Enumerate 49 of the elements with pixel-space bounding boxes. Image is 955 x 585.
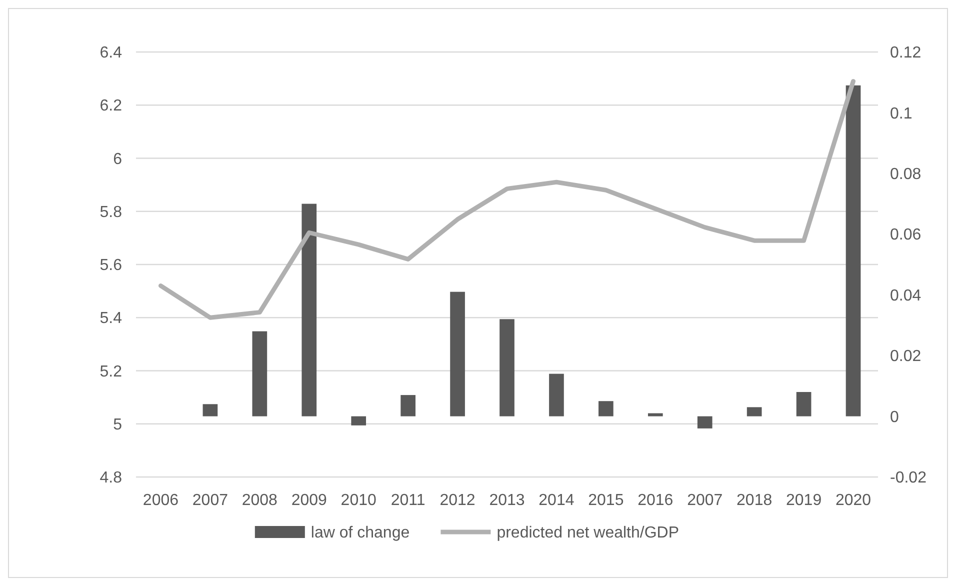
x-tick-label: 2012 [440, 492, 476, 509]
y-tick-label: 6.4 [100, 44, 122, 62]
bar [846, 85, 861, 416]
y-tick-label: 6.2 [100, 98, 122, 115]
x-tick-label: 2014 [538, 492, 574, 509]
y2-tick-label: 0.04 [890, 287, 922, 304]
x-tick-label: 2016 [638, 492, 674, 509]
x-tick-label: 2006 [142, 492, 179, 509]
x-tick-label: 2009 [291, 492, 328, 509]
y2-tick-label: 0.12 [890, 44, 922, 62]
y2-tick-label: 0 [890, 408, 899, 426]
bar [302, 204, 317, 416]
y2-tick-label: 0.02 [890, 348, 922, 366]
y-tick-label: 6 [113, 150, 122, 168]
x-tick-label: 2011 [390, 492, 426, 509]
bar [400, 395, 416, 416]
bar [796, 392, 812, 416]
bar [500, 319, 514, 416]
bar [351, 416, 366, 426]
bar [598, 401, 614, 416]
y2-tick-label: 0.08 [890, 166, 922, 184]
x-tick-label: 2010 [340, 492, 376, 509]
bar [202, 404, 218, 416]
bar [697, 416, 712, 428]
y2-tick-label: 0.1 [890, 105, 912, 122]
legend-label: predicted net wealth/GDP [496, 524, 680, 542]
bar [648, 413, 663, 416]
x-tick-label: 2013 [489, 492, 525, 509]
y2-tick-label: -0.02 [890, 470, 927, 487]
x-tick-label: 2019 [786, 492, 822, 509]
bar [549, 374, 564, 416]
x-tick-label: 2008 [242, 492, 278, 509]
bar [450, 292, 465, 416]
y-tick-label: 5.4 [100, 310, 122, 328]
bar [252, 331, 268, 416]
y-tick-label: 5.2 [100, 363, 122, 380]
x-tick-label: 2020 [835, 492, 872, 509]
bar [746, 407, 762, 416]
y2-tick-label: 0.06 [890, 226, 922, 244]
legend-label: law of change [310, 524, 410, 542]
y-tick-label: 5 [113, 416, 122, 434]
line-series [158, 78, 856, 320]
x-tick-label: 2007 [687, 492, 723, 509]
x-tick-label: 2007 [192, 492, 228, 509]
x-tick-label: 2015 [588, 492, 624, 509]
y-tick-label: 4.8 [100, 470, 122, 487]
x-tick-label: 2018 [736, 492, 772, 509]
y-tick-label: 5.6 [100, 257, 122, 274]
y-tick-label: 5.8 [100, 204, 122, 221]
